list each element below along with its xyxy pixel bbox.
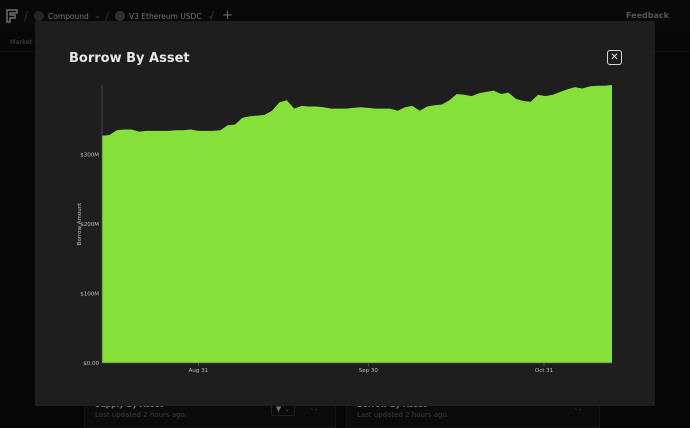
breadcrumb-separator: / [210, 9, 215, 23]
card-subtitle: Last updated 2 hours ago. [357, 411, 449, 419]
expand-icon[interactable]: ⛶ [311, 403, 317, 412]
protocol-label: Compound [48, 11, 89, 21]
breadcrumb-separator: / [105, 9, 110, 23]
market-selector[interactable]: V3 Ethereum USDC ⌄ [115, 10, 213, 22]
compound-logo-icon [34, 11, 44, 21]
market-label: V3 Ethereum USDC [129, 11, 202, 21]
tab-market[interactable]: Market s [10, 38, 38, 46]
x-tick-label: Oct 31 [535, 368, 553, 374]
series-area [102, 85, 612, 363]
chevron-down-icon: ⌄ [284, 405, 291, 413]
chevron-down-icon: ⌄ [207, 12, 214, 20]
feedback-link[interactable]: Feedback [626, 11, 669, 20]
chevron-down-icon: ⌄ [94, 12, 101, 20]
close-icon: ✕ [610, 51, 619, 63]
filter-icon: ▼ [275, 405, 282, 413]
close-button[interactable]: ✕ [607, 50, 622, 65]
chart-modal: $0.00 $100M $200M $300M Aug 31 Sep 30 Oct 31 Bo… [35, 21, 655, 406]
y-axis-label: Borrow Amount [77, 202, 83, 246]
modal-title: Borrow By Asset [69, 51, 190, 66]
card-subtitle: Last updated 2 hours ago. [95, 411, 187, 419]
y-tick-label: $100M [80, 292, 99, 298]
ethereum-logo-icon [115, 11, 125, 21]
add-icon[interactable]: + [222, 8, 233, 23]
borrow-by-asset-chart: $0.00 $100M $200M $300M Aug 31 Sep 30 Oct 31 Bo… [77, 85, 612, 374]
breadcrumb-separator: / [24, 9, 29, 23]
app-logo-icon[interactable] [6, 9, 18, 23]
y-tick-label: $0.00 [83, 361, 99, 367]
x-tick-label: Aug 31 [189, 368, 209, 374]
y-tick-label: $200M [80, 222, 99, 228]
y-tick-label: $300M [80, 153, 99, 159]
protocol-selector[interactable]: Compound ⌄ [34, 10, 101, 22]
expand-icon[interactable]: ⛶ [575, 403, 581, 412]
x-tick-label: Sep 30 [359, 368, 379, 374]
